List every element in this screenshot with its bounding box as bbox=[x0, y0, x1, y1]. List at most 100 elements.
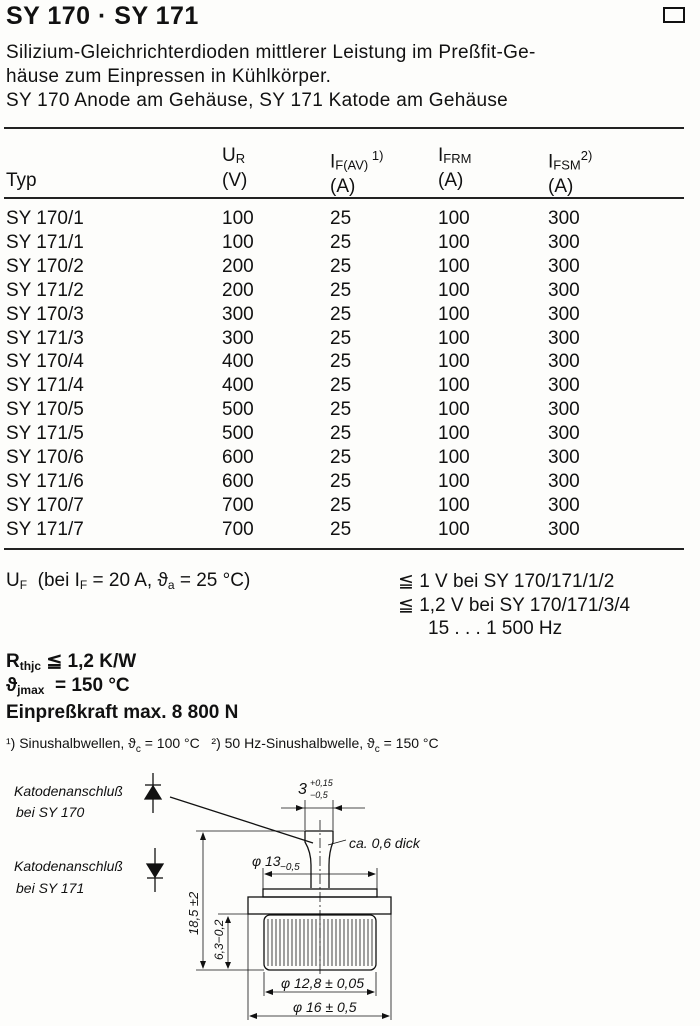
ifav-cell: 25 bbox=[330, 399, 352, 421]
ifav-cell: 25 bbox=[330, 494, 352, 516]
table-row: SY 170/1 100 25 100 300 bbox=[6, 208, 656, 232]
ifav-cell: 25 bbox=[330, 255, 352, 277]
type-cell: SY 171/2 bbox=[6, 279, 84, 301]
ifrm-cell: 100 bbox=[438, 494, 470, 516]
divider bbox=[4, 127, 684, 129]
ur-cell: 200 bbox=[222, 279, 254, 301]
dim-thickness: ca. 0,6 dick bbox=[349, 835, 421, 851]
dim-d13-tol: −0,5 bbox=[280, 862, 300, 873]
type-cell: SY 171/5 bbox=[6, 423, 84, 445]
type-cell: SY 170/1 bbox=[6, 208, 84, 229]
ifsm-cell: 300 bbox=[548, 423, 580, 445]
dim-tab-tol: +0,15 bbox=[310, 778, 334, 788]
ifsm-cell: 300 bbox=[548, 327, 580, 349]
type-cell: SY 170/7 bbox=[6, 494, 84, 516]
ur-cell: 600 bbox=[222, 447, 254, 468]
ur-cell: 200 bbox=[222, 255, 254, 277]
ifsm-cell: 300 bbox=[548, 494, 580, 516]
ifav-cell: 25 bbox=[330, 423, 352, 445]
ifav-cell: 25 bbox=[330, 518, 352, 540]
table-row: SY 171/5 500 25 100 300 bbox=[6, 423, 656, 447]
type-cell: SY 171/3 bbox=[6, 327, 84, 349]
ur-cell: 100 bbox=[222, 231, 254, 253]
ifrm-cell: 100 bbox=[438, 231, 470, 253]
dim-tab-tol: −0,5 bbox=[310, 790, 329, 800]
type-cell: SY 170/4 bbox=[6, 351, 84, 373]
description-line: SY 170 Anode am Gehäuse, SY 171 Katode a… bbox=[6, 90, 509, 111]
type-cell: SY 171/1 bbox=[6, 231, 84, 253]
ifrm-cell: 100 bbox=[438, 303, 470, 325]
dim-body: 6,3−0,2 bbox=[212, 919, 226, 960]
header-typ: Typ bbox=[6, 170, 37, 191]
ur-cell: 400 bbox=[222, 351, 254, 373]
flange-plate bbox=[247, 896, 392, 915]
dim-d16: φ 16 ± 0,5 bbox=[293, 999, 357, 1015]
uf-value: ≦ 1 V bei SY 170/171/1/2 bbox=[398, 571, 615, 592]
description-line: häuse zum Einpressen in Kühlkörper. bbox=[6, 66, 332, 87]
divider bbox=[4, 548, 684, 550]
ifrm-cell: 100 bbox=[438, 208, 470, 229]
dim-d13: φ 13 bbox=[252, 853, 281, 869]
ifsm-cell: 300 bbox=[548, 375, 580, 397]
ifrm-cell: 100 bbox=[438, 518, 470, 540]
ifrm-cell: 100 bbox=[438, 351, 470, 373]
package-drawing: Katodenanschluß bei SY 170 Katodenanschl… bbox=[14, 773, 421, 1020]
footnotes: ¹) Sinushalbwellen, ϑc = 100 °C ²) 50 Hz… bbox=[6, 735, 439, 755]
ifav-cell: 25 bbox=[330, 208, 352, 229]
table-row: SY 171/4 400 25 100 300 bbox=[6, 375, 656, 399]
ur-cell: 600 bbox=[222, 470, 254, 492]
frequency-range: 15 . . . 1 500 Hz bbox=[428, 618, 563, 639]
square-icon bbox=[663, 7, 685, 23]
type-cell: SY 170/6 bbox=[6, 447, 84, 468]
table-row: SY 170/4 400 25 100 300 bbox=[6, 351, 656, 375]
ifav-cell: 25 bbox=[330, 470, 352, 492]
ur-cell: 700 bbox=[222, 494, 254, 516]
ifsm-cell: 300 bbox=[548, 279, 580, 301]
uf-value: ≦ 1,2 V bei SY 170/171/3/4 bbox=[398, 595, 631, 616]
ifrm-cell: 100 bbox=[438, 375, 470, 397]
table-row: SY 171/7 700 25 100 300 bbox=[6, 519, 656, 543]
ifsm-cell: 300 bbox=[548, 208, 580, 229]
ifav-cell: 25 bbox=[330, 303, 352, 325]
label-sy171: Katodenanschluß bbox=[14, 858, 123, 874]
ur-cell: 700 bbox=[222, 518, 254, 540]
table-row: SY 170/7 700 25 100 300 bbox=[6, 495, 656, 519]
ifav-cell: 25 bbox=[330, 447, 352, 468]
type-cell: SY 170/3 bbox=[6, 303, 84, 325]
table-row: SY 170/6 600 25 100 300 bbox=[6, 447, 656, 471]
table-row: SY 170/5 500 25 100 300 bbox=[6, 399, 656, 423]
page-title: SY 170 · SY 171 bbox=[6, 2, 199, 30]
ur-cell: 500 bbox=[222, 423, 254, 445]
type-cell: SY 170/5 bbox=[6, 399, 84, 421]
ifrm-cell: 100 bbox=[438, 279, 470, 301]
ifsm-cell: 300 bbox=[548, 399, 580, 421]
table-row: SY 171/3 300 25 100 300 bbox=[6, 328, 656, 352]
ifsm-cell: 300 bbox=[548, 518, 580, 540]
press-force: Einpreßkraft max. 8 800 N bbox=[6, 702, 239, 723]
description-line: Silizium-Gleichrichterdioden mittlerer L… bbox=[6, 42, 536, 63]
type-cell: SY 171/6 bbox=[6, 470, 84, 492]
ur-cell: 300 bbox=[222, 303, 254, 325]
leader-line bbox=[169, 796, 314, 844]
dim-d128: φ 12,8 ± 0,05 bbox=[281, 975, 364, 991]
ifsm-cell: 300 bbox=[548, 255, 580, 277]
ifsm-cell: 300 bbox=[548, 447, 580, 468]
dim-tab-width: 3 bbox=[298, 781, 307, 798]
uf-condition: UF (bei IF = 20 A, ϑa = 25 °C) bbox=[6, 570, 251, 592]
header-ur: UR (V) bbox=[222, 145, 248, 191]
dim-height: 18,5 ±2 bbox=[186, 891, 201, 935]
thermal-resistance: Rthjc ≦ 1,2 K/W bbox=[6, 651, 137, 673]
table-row: SY 171/1 100 25 100 300 bbox=[6, 232, 656, 256]
label-sy170: bei SY 170 bbox=[16, 804, 84, 820]
ifav-cell: 25 bbox=[330, 327, 352, 349]
ifav-cell: 25 bbox=[330, 375, 352, 397]
type-cell: SY 171/4 bbox=[6, 375, 84, 397]
header-ifrm: IFRM (A) bbox=[438, 145, 472, 191]
ifrm-cell: 100 bbox=[438, 327, 470, 349]
ur-cell: 300 bbox=[222, 327, 254, 349]
ifrm-cell: 100 bbox=[438, 255, 470, 277]
header-ifav: IF(AV) 1) (A) bbox=[330, 148, 384, 198]
table-row: SY 170/3 300 25 100 300 bbox=[6, 304, 656, 328]
table-row: SY 170/2 200 25 100 300 bbox=[6, 256, 656, 280]
